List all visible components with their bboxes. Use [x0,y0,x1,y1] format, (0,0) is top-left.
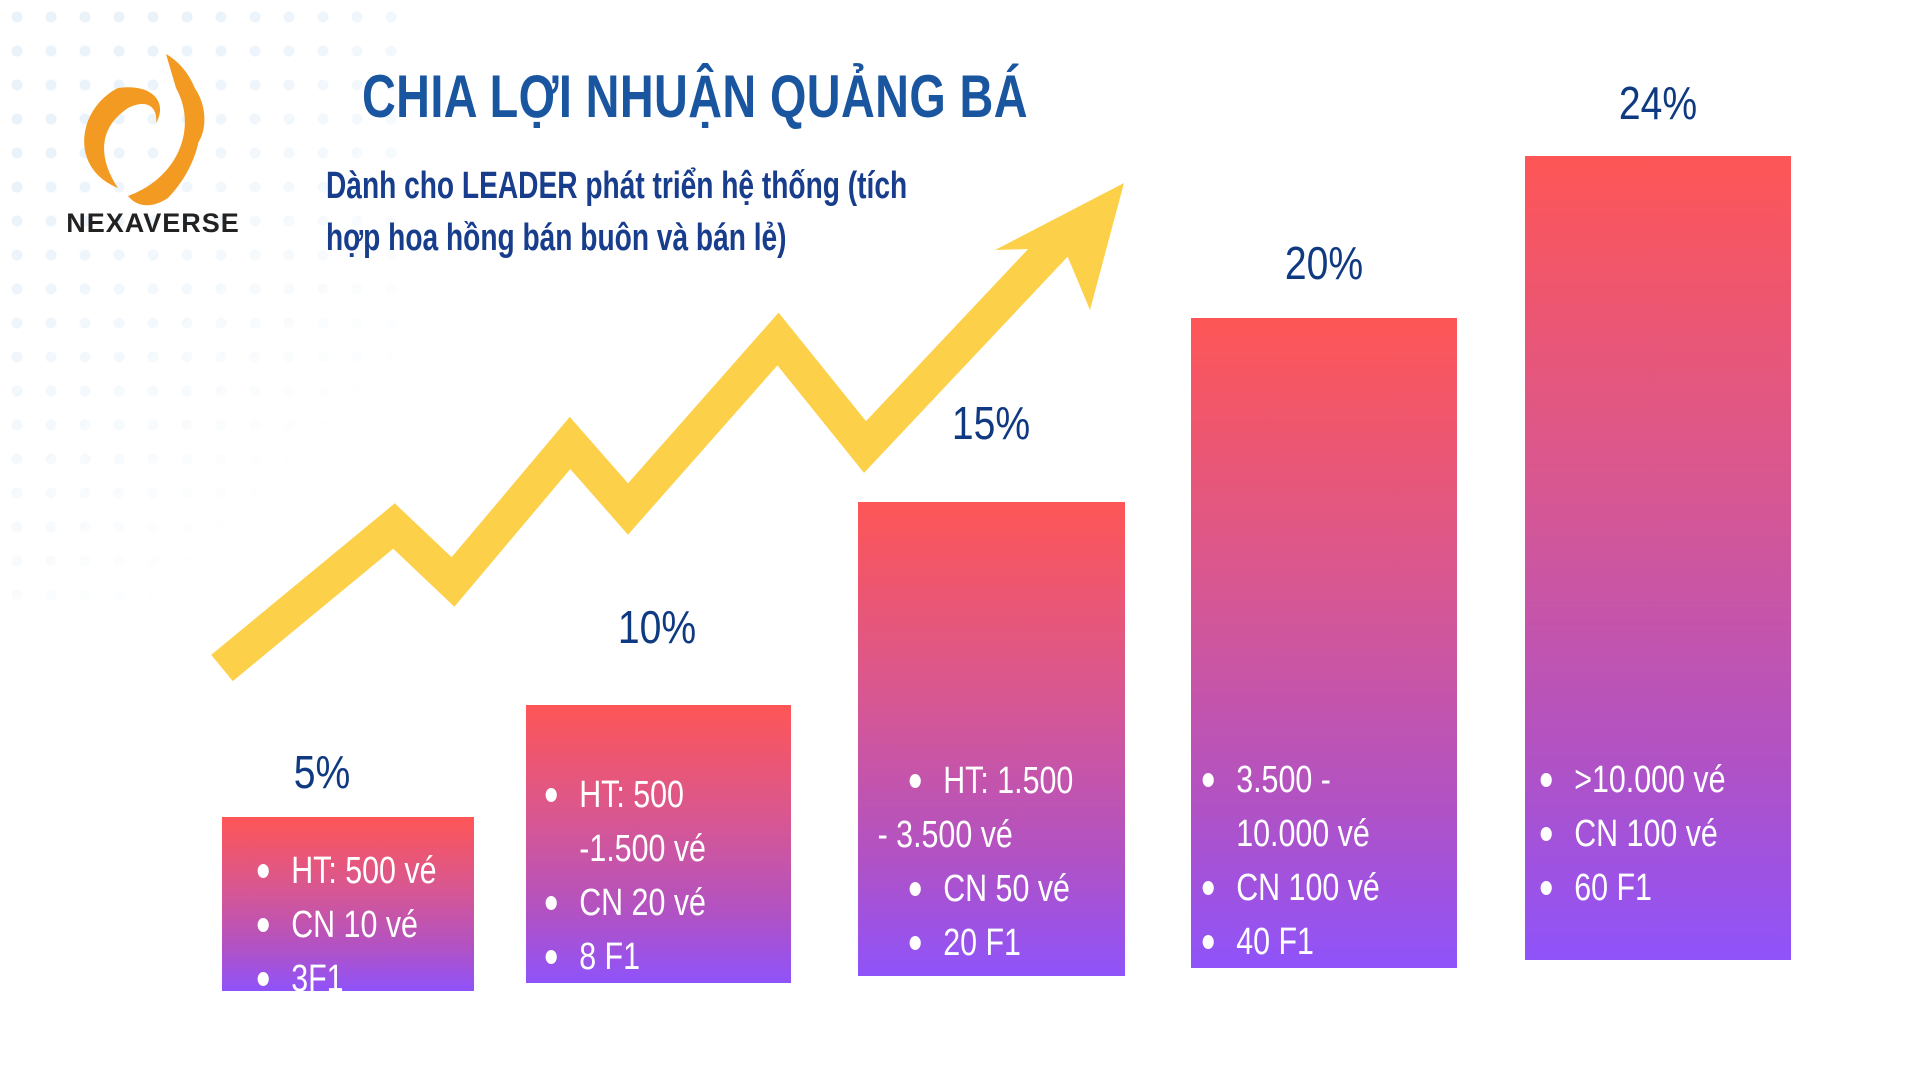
tier-3-line-3: CN 50 vé [908,862,1073,916]
tier-3-line-2: - 3.500 vé [877,814,1013,856]
tier-4-details: 3.500 - 10.000 vé CN 100 vé 40 F1 [1201,753,1380,969]
tier-4-line-1: 3.500 - [1201,753,1380,807]
tier-4-percent: 20% [1284,237,1364,289]
tier-1-line-1: HT: 500 vé [256,844,437,898]
subtitle-line-2: hợp hoa hồng bán buôn và bán lẻ) [326,217,787,259]
tier-2-line-3: CN 20 vé [544,876,706,930]
tier-5-line-3: 60 F1 [1539,861,1725,915]
tier-2-percent: 10% [617,601,697,653]
tier-5-line-2: CN 100 vé [1539,807,1725,861]
tier-1-bar: HT: 500 vé CN 10 vé 3F1 [222,817,474,1000]
tier-5-bar: >10.000 vé CN 100 vé 60 F1 [1525,156,1791,960]
tier-4-bar: 3.500 - 10.000 vé CN 100 vé 40 F1 [1191,318,1457,968]
page-subtitle: Dành cho LEADER phát triển hệ thống (tíc… [326,160,1051,264]
tier-2-line-2: -1.500 vé [579,828,706,870]
tier-4-line-3: CN 100 vé [1201,861,1380,915]
tier-3-line-4: 20 F1 [908,916,1073,970]
tier-3-percent: 15% [951,397,1031,449]
tier-3-bar: HT: 1.500 - 3.500 vé CN 50 vé 20 F1 [858,502,1125,976]
tier-5-percent: 24% [1618,77,1698,129]
tier-1-line-3: 3F1 [256,952,437,1006]
tier-5-details: >10.000 vé CN 100 vé 60 F1 [1539,753,1725,915]
tier-2-bar: HT: 500 -1.500 vé CN 20 vé 8 F1 [526,705,791,983]
tier-1-line-2: CN 10 vé [256,898,437,952]
page-title: CHIA LỢI NHUẬN QUẢNG BÁ [362,63,1028,130]
tier-4-line-2: 10.000 vé [1236,813,1370,855]
tier-3-line-1: HT: 1.500 [908,754,1073,808]
tier-4-line-4: 40 F1 [1201,915,1380,969]
brand-name: NEXAVERSE [66,208,240,238]
tier-1-percent: 5% [293,746,351,798]
nexaverse-swirl-icon [84,54,205,206]
subtitle-line-1: Dành cho LEADER phát triển hệ thống (tíc… [326,165,908,207]
tier-1-details: HT: 500 vé CN 10 vé 3F1 [256,844,437,1006]
tier-2-details: HT: 500 -1.500 vé CN 20 vé 8 F1 [544,768,706,984]
tier-3-details: HT: 1.500 - 3.500 vé CN 50 vé 20 F1 [878,754,1074,970]
tier-2-line-1: HT: 500 [544,768,706,822]
brand-logo: NEXAVERSE [58,48,248,248]
tier-2-line-4: 8 F1 [544,930,706,984]
tier-5-line-1: >10.000 vé [1539,753,1725,807]
